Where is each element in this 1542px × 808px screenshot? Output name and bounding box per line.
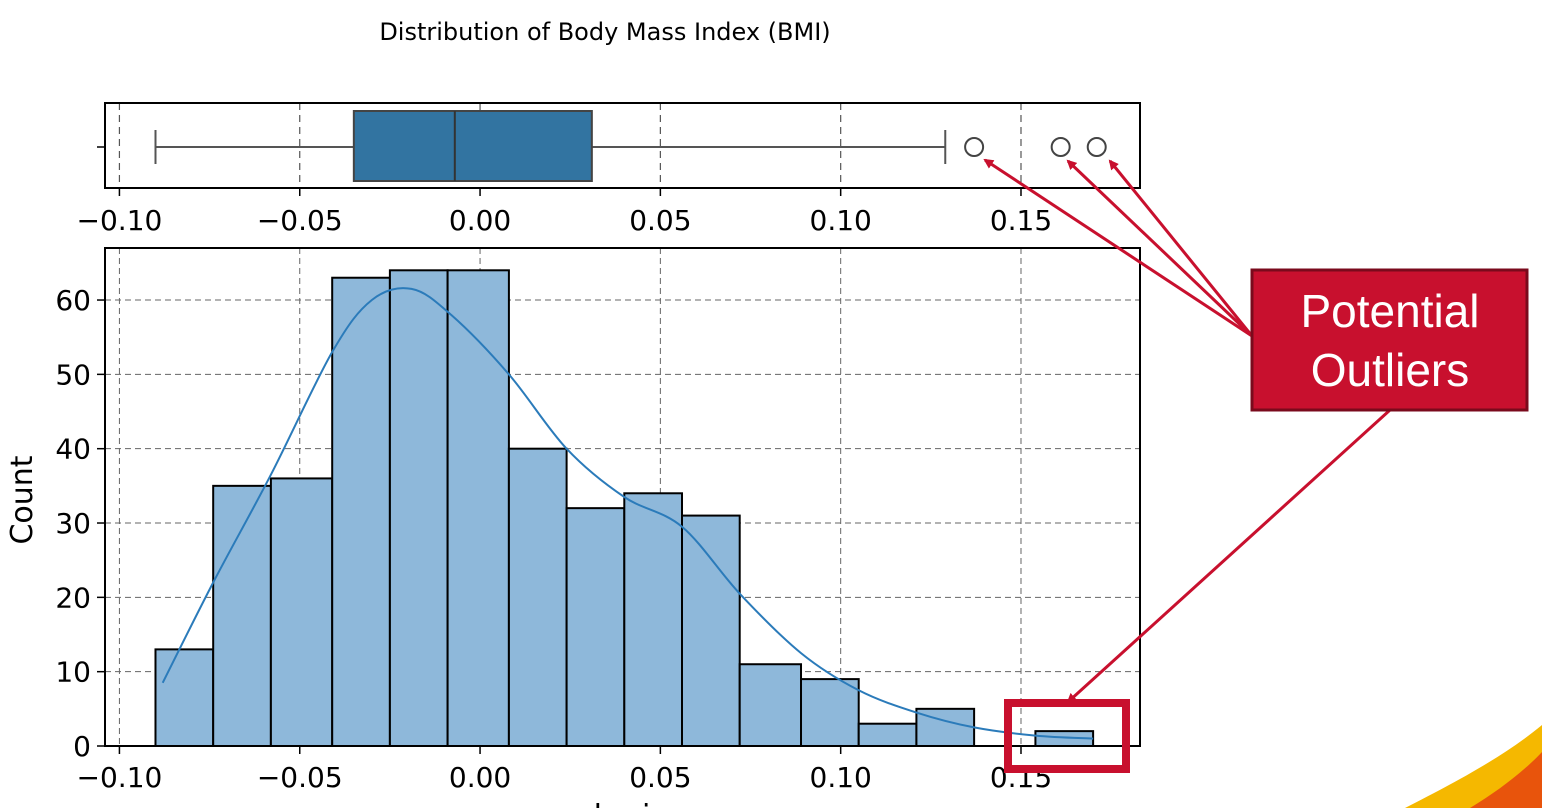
boxplot-xtick-label: 0.05: [629, 204, 691, 237]
histogram-bar: [565, 507, 626, 748]
kde-curve: [161, 287, 1094, 740]
histogram-xtick-label: −0.10: [77, 761, 163, 794]
boxplot-box: [352, 110, 593, 182]
arrow-to-outlier-2: [1066, 159, 1254, 338]
histogram-ytick-label: 10: [55, 656, 91, 689]
histogram-ytick-label: 50: [55, 358, 91, 391]
histogram-ytick-label: 0: [73, 730, 91, 763]
histogram-bar: [154, 648, 215, 747]
boxplot-xticks: −0.10 −0.05 0.00 0.05 0.10 0.15: [77, 188, 1052, 237]
histogram-xtick-label: 0.00: [449, 761, 511, 794]
boxplot-panel: −0.10 −0.05 0.00 0.05 0.10 0.15: [77, 102, 1141, 237]
outlier-bin-highlight: [1004, 699, 1130, 773]
histogram-bar: [857, 722, 918, 747]
histogram-bar: [738, 663, 803, 748]
histogram-panel: −0.10 −0.05 0.00 0.05 0.10 0.15 0102030405060…: [5, 247, 1141, 808]
boxplot-frame: [104, 102, 1141, 189]
boxplot-outlier-point: [1050, 137, 1071, 157]
histogram-bar: [212, 484, 272, 747]
histogram-frame: [104, 247, 1141, 747]
histogram-bar: [681, 514, 741, 747]
callout-box: [1250, 268, 1529, 412]
boxplot-xtick-label: 0.10: [810, 204, 872, 237]
histogram-bar: [507, 447, 568, 747]
arrow-to-outlier-1: [983, 158, 1253, 338]
boxplot-xtick-label: 0.15: [990, 204, 1052, 237]
histogram-yticks: 0 10 20 30 40 50 60: [55, 284, 105, 763]
histogram-bar: [269, 477, 334, 747]
histogram-xticks: −0.10 −0.05 0.00 0.05 0.10 0.15: [77, 746, 1052, 794]
callout-label-line1: Potential: [1300, 285, 1479, 337]
arrow-to-outlier-bin: [1066, 408, 1392, 704]
histogram-bar: [388, 269, 449, 747]
histogram-ytick-label: 20: [55, 581, 91, 614]
boxplot-outlier-point: [1086, 137, 1107, 157]
corner-swoosh-accent: [1470, 752, 1542, 808]
histogram-ytick-label: 30: [55, 507, 91, 540]
y-axis-label: Count: [5, 455, 40, 544]
histogram-ytick-label: 60: [55, 284, 91, 317]
histogram-xtick-label: 0.05: [629, 761, 691, 794]
histogram-bar: [623, 492, 684, 747]
histogram-bars: [154, 269, 1095, 748]
boxplot-xtick-label: 0.00: [449, 204, 511, 237]
boxplot-outliers: [964, 137, 1107, 157]
chart-title: Distribution of Body Mass Index (BMI): [379, 18, 830, 46]
boxplot-outlier-point: [964, 137, 985, 157]
histogram-xtick-label: 0.10: [810, 761, 872, 794]
histogram-ytick-label: 40: [55, 433, 91, 466]
histogram-bar: [800, 678, 860, 748]
callout-label-line2: Outliers: [1311, 344, 1469, 396]
arrow-to-outlier-3: [1108, 159, 1254, 337]
outlier-annotation: Potential Outliers: [983, 158, 1529, 773]
histogram-bar: [446, 269, 510, 747]
histogram-xtick-label: −0.05: [257, 761, 343, 794]
boxplot-xtick-label: −0.10: [77, 204, 163, 237]
histogram-bar: [331, 276, 391, 747]
x-axis-label: bmi: [594, 799, 651, 808]
boxplot-xtick-label: −0.05: [257, 204, 343, 237]
